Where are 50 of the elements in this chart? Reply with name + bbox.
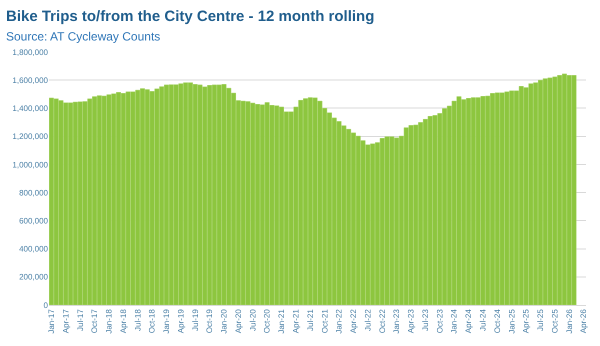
x-tick-label: Jan-18 bbox=[104, 308, 114, 334]
y-tick-label: 1,000,000 bbox=[12, 160, 49, 170]
x-tick-label: Jul-25 bbox=[536, 308, 546, 331]
y-tick-label: 0 bbox=[44, 300, 49, 310]
y-tick-label: 400,000 bbox=[19, 244, 49, 254]
x-tick-label: Apr-18 bbox=[118, 308, 128, 334]
x-tick-label: Jan-20 bbox=[220, 308, 229, 334]
x-tick-label: Apr-24 bbox=[464, 308, 474, 334]
x-tick-label: Jan-25 bbox=[507, 308, 516, 334]
x-tick-label: Jul-21 bbox=[306, 308, 315, 331]
x-tick-label: Jan-22 bbox=[334, 308, 344, 334]
x-tick-label: Jan-21 bbox=[277, 308, 286, 334]
x-tick-label: Jul-17 bbox=[76, 308, 85, 331]
x-tick-label: Jul-19 bbox=[190, 308, 200, 331]
y-tick-label: 1,800,000 bbox=[12, 48, 49, 57]
x-tick-label: Oct-23 bbox=[435, 308, 444, 334]
x-tick-label: Oct-18 bbox=[148, 308, 157, 334]
x-tick-label: Apr-26 bbox=[579, 308, 588, 334]
x-tick-label: Jul-23 bbox=[420, 308, 430, 331]
y-tick-label: 1,400,000 bbox=[12, 104, 49, 114]
x-tick-label: Jan-23 bbox=[392, 308, 402, 334]
y-tick-label: 200,000 bbox=[19, 272, 49, 282]
chart-title: Bike Trips to/from the City Centre - 12 month rolling bbox=[6, 8, 374, 25]
x-tick-label: Jan-17 bbox=[47, 308, 56, 334]
y-tick-label: 1,600,000 bbox=[12, 76, 49, 85]
x-tick-label: Apr-25 bbox=[522, 308, 531, 334]
y-tick-label: 800,000 bbox=[19, 188, 49, 198]
x-tick-label: Oct-22 bbox=[378, 308, 387, 334]
y-tick-label: 1,200,000 bbox=[12, 132, 49, 142]
x-tick-label: Apr-21 bbox=[292, 308, 301, 334]
x-tick-label: Apr-17 bbox=[61, 308, 70, 334]
x-tick-label: Jul-24 bbox=[478, 308, 488, 331]
x-tick-label: Oct-21 bbox=[320, 308, 330, 334]
x-tick-label: Oct-24 bbox=[492, 308, 502, 334]
x-tick-label: Jul-20 bbox=[248, 308, 258, 331]
x-tick-label: Jan-26 bbox=[564, 308, 574, 334]
x-tick-label: Oct-19 bbox=[205, 308, 214, 334]
x-tick-label: Apr-19 bbox=[176, 308, 186, 334]
x-tick-label: Apr-20 bbox=[234, 308, 243, 334]
x-tick-label: Apr-23 bbox=[406, 308, 416, 334]
x-tick-label: Oct-20 bbox=[262, 308, 272, 334]
x-tick-label: Apr-22 bbox=[349, 308, 358, 334]
x-tick-label: Jan-19 bbox=[162, 308, 172, 334]
chart-subtitle: Source: AT Cycleway Counts bbox=[6, 29, 160, 44]
x-tick-label: Jan-24 bbox=[450, 308, 459, 334]
x-tick-label: Oct-17 bbox=[90, 308, 100, 334]
x-tick-label: Jul-18 bbox=[133, 308, 142, 331]
y-tick-label: 600,000 bbox=[19, 216, 49, 226]
x-tick-label: Oct-25 bbox=[550, 308, 560, 334]
x-tick-label: Jul-22 bbox=[363, 308, 372, 331]
